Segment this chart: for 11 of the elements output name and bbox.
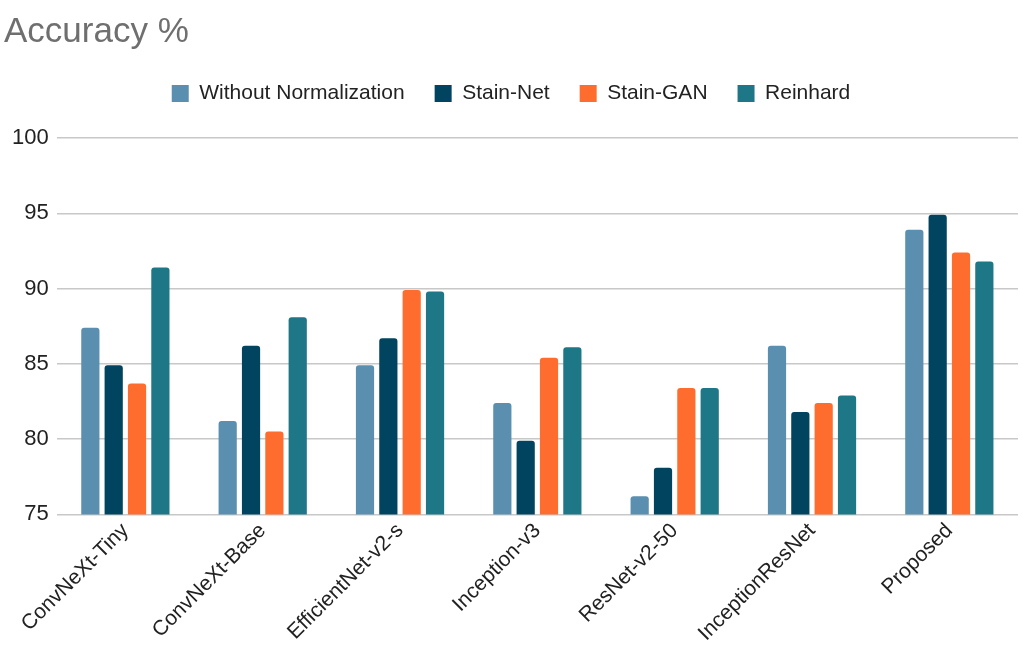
y-tick-label: 100 [11, 124, 49, 150]
y-tick-label: 85 [24, 349, 49, 375]
y-tick-label: 80 [24, 425, 49, 451]
legend-label: Stain-GAN [607, 80, 708, 104]
legend-label: Without Normalization [199, 80, 405, 104]
y-tick-label: 95 [24, 199, 49, 225]
legend-label: Stain-Net [462, 80, 550, 104]
chart-title: Accuracy % [4, 9, 189, 49]
y-tick-label: 75 [24, 500, 49, 526]
legend-label: Reinhard [765, 80, 851, 104]
y-tick-label: 90 [24, 274, 49, 300]
